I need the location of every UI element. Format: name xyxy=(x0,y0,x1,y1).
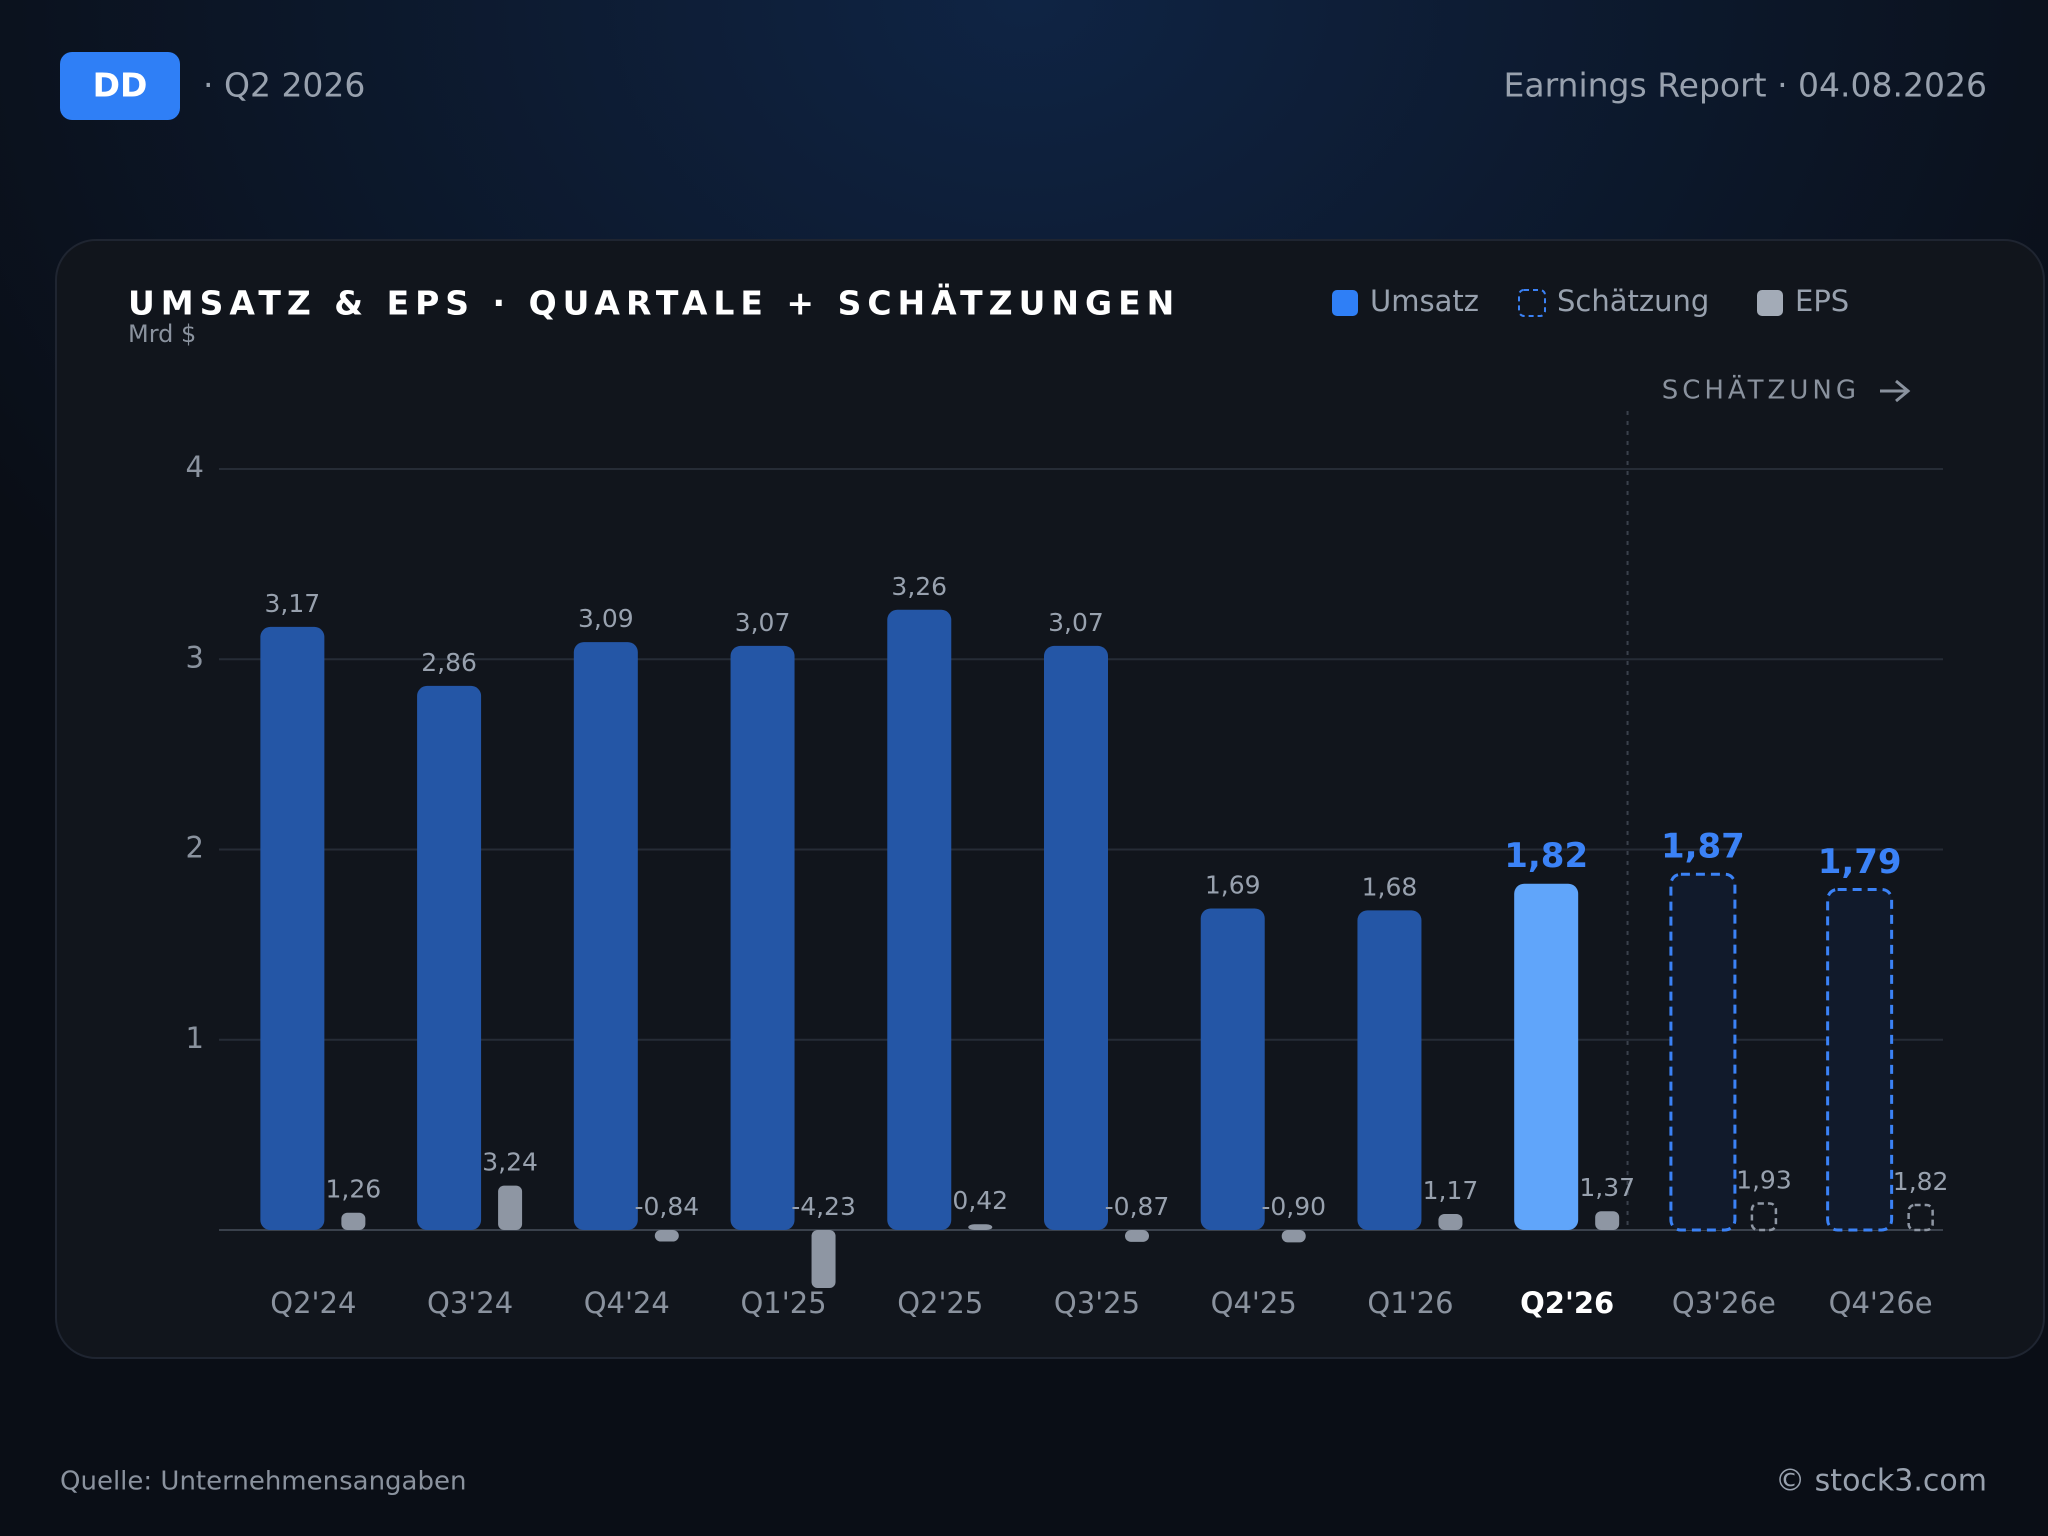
revenue-bar xyxy=(1357,910,1422,1230)
eps-label: -4,23 xyxy=(791,1192,856,1221)
eps-label: 0,42 xyxy=(952,1186,1008,1215)
eps-label: 1,17 xyxy=(1423,1176,1479,1205)
eps-bar xyxy=(1125,1230,1149,1242)
report-date: Earnings Report · 04.08.2026 xyxy=(1504,66,1988,105)
eps-bar xyxy=(1281,1230,1306,1243)
revenue-bar xyxy=(1514,883,1579,1230)
revenue-bar xyxy=(730,645,795,1230)
revenue-bar xyxy=(260,626,325,1230)
legend-swatch xyxy=(1757,290,1783,316)
brand: © stock3.com xyxy=(1775,1464,1987,1499)
eps-bar xyxy=(498,1185,523,1230)
eps-bar xyxy=(1750,1202,1778,1232)
value-label: 1,69 xyxy=(1205,870,1261,899)
chart-title: UMSATZ & EPS · QUARTALE + SCHÄTZUNGEN xyxy=(128,283,1180,323)
value-label: 3,17 xyxy=(265,589,321,618)
eps-bar xyxy=(341,1212,366,1230)
eps-label: 1,26 xyxy=(326,1175,382,1204)
eps-bar xyxy=(1907,1203,1934,1232)
value-label: 3,09 xyxy=(578,604,634,633)
value-label: 1,82 xyxy=(1504,836,1588,876)
eps-label: -0,84 xyxy=(634,1192,699,1221)
y-tick-label: 1 xyxy=(186,1021,204,1055)
y-tick-label: 4 xyxy=(186,450,204,484)
eps-label: -0,90 xyxy=(1261,1192,1326,1221)
estimate-annotation: SCHÄTZUNG xyxy=(1662,374,1860,406)
value-label: 3,07 xyxy=(1048,608,1104,637)
x-tick-label: Q2'24 xyxy=(270,1286,356,1320)
ticker: DD xyxy=(93,66,148,105)
eps-bar xyxy=(1595,1211,1620,1230)
value-label: 1,68 xyxy=(1362,872,1418,901)
legend-label: Umsatz xyxy=(1370,284,1479,318)
value-label: 3,26 xyxy=(891,572,947,601)
eps-bar xyxy=(968,1224,993,1230)
eps-bar xyxy=(811,1230,836,1288)
x-tick-label: Q2'26 xyxy=(1520,1286,1614,1320)
revenue-bar xyxy=(1044,645,1108,1230)
eps-label: 1,37 xyxy=(1579,1173,1635,1202)
x-tick-label: Q3'25 xyxy=(1054,1286,1140,1320)
y-tick-label: 2 xyxy=(186,831,204,865)
x-tick-label: Q2'25 xyxy=(897,1286,983,1320)
arrow xyxy=(1880,379,1911,403)
revenue-bar xyxy=(573,642,638,1230)
x-tick-label: Q3'26e xyxy=(1672,1286,1776,1320)
revenue-bar xyxy=(887,609,952,1230)
ticker-badge xyxy=(60,52,180,120)
x-tick-label: Q4'24 xyxy=(584,1286,670,1320)
source: Quelle: Unternehmensangaben xyxy=(60,1467,466,1497)
legend-label: Schätzung xyxy=(1557,284,1709,318)
revenue-bar xyxy=(1200,908,1265,1230)
x-tick-label: Q4'25 xyxy=(1211,1286,1297,1320)
y-tick-label: 3 xyxy=(186,640,204,674)
eps-bar xyxy=(654,1230,679,1242)
value-label: 1,79 xyxy=(1818,842,1902,882)
x-tick-label: Q1'25 xyxy=(740,1286,826,1320)
x-tick-label: Q4'26e xyxy=(1829,1286,1933,1320)
y-axis-label: Mrd $ xyxy=(128,320,196,348)
estimate-bar xyxy=(1669,872,1737,1232)
legend-label: EPS xyxy=(1795,284,1849,318)
eps-label: 1,82 xyxy=(1893,1167,1949,1196)
eps-label: 1,93 xyxy=(1736,1166,1792,1195)
value-label: 2,86 xyxy=(421,648,477,677)
legend-swatch xyxy=(1518,289,1546,317)
x-tick-label: Q1'26 xyxy=(1367,1286,1453,1320)
estimate-bar xyxy=(1826,887,1894,1232)
value-label: 3,07 xyxy=(735,608,791,637)
eps-label: -0,87 xyxy=(1105,1192,1170,1221)
period: · Q2 2026 xyxy=(203,66,365,105)
x-tick-label: Q3'24 xyxy=(427,1286,513,1320)
revenue-bar xyxy=(417,685,482,1230)
eps-label: 3,24 xyxy=(482,1148,538,1177)
legend-swatch xyxy=(1332,290,1358,316)
eps-bar xyxy=(1438,1213,1463,1230)
value-label: 1,87 xyxy=(1661,827,1745,867)
